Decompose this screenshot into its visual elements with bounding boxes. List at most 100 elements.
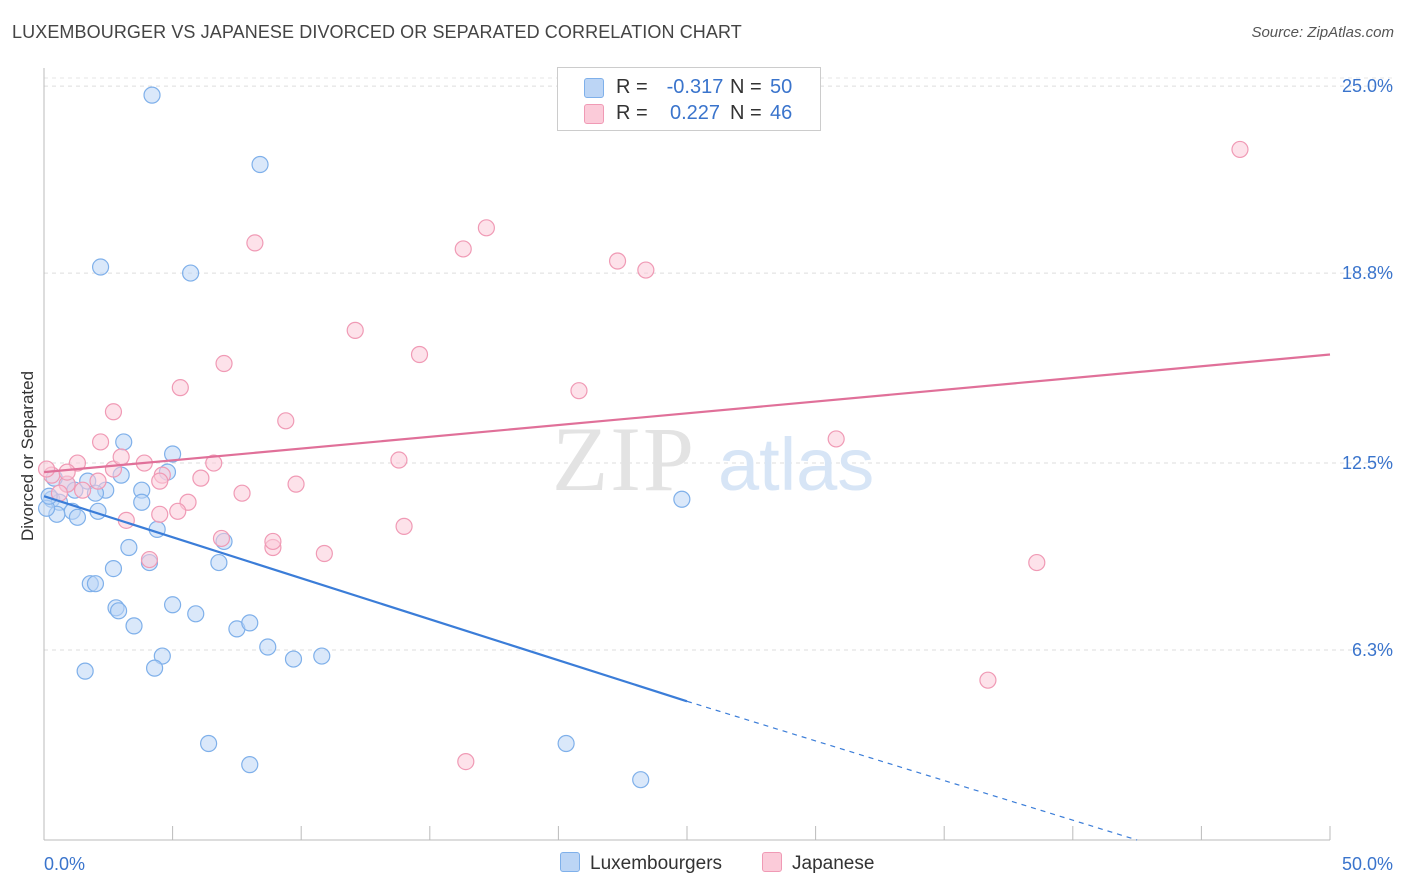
source-label: Source: ZipAtlas.com [1251, 24, 1394, 41]
point-japanese [346, 321, 364, 339]
point-luxembourgers [133, 493, 151, 511]
y-tick-labels: 6.3% 12.5% 18.8% 25.0% [1342, 76, 1393, 660]
point-japanese [457, 752, 475, 771]
legend-r-value-japanese: 0.227 [669, 102, 721, 124]
point-luxembourgers [557, 734, 575, 753]
bottom-legend-swatch-luxembourgers [560, 852, 580, 872]
point-luxembourgers [241, 756, 259, 774]
point-japanese [287, 475, 305, 493]
point-japanese [233, 484, 251, 502]
point-japanese [151, 505, 169, 523]
point-luxembourgers [104, 559, 123, 578]
bottom-legend-luxembourgers: Luxembourgers [560, 852, 722, 875]
point-japanese [91, 433, 110, 451]
point-japanese [205, 454, 223, 472]
y-tick-label: 6.3% [1352, 640, 1393, 660]
point-japanese [58, 463, 76, 481]
point-luxembourgers [187, 605, 205, 623]
legend-swatch-luxembourgers [584, 78, 604, 98]
x-tick-label-min: 0.0% [44, 854, 85, 874]
watermark-zip: ZIP [552, 408, 696, 510]
point-japanese [979, 671, 997, 689]
point-luxembourgers [313, 647, 331, 665]
point-japanese [169, 502, 187, 520]
point-luxembourgers [182, 264, 200, 282]
point-japanese [570, 382, 588, 400]
point-luxembourgers [86, 575, 105, 593]
legend-n-value-japanese: 46 [770, 102, 793, 124]
point-japanese [73, 481, 92, 499]
point-luxembourgers [125, 617, 143, 635]
point-japanese [212, 529, 231, 548]
point-luxembourgers [153, 647, 171, 665]
point-japanese [104, 403, 123, 421]
point-luxembourgers [164, 445, 182, 463]
point-japanese [1231, 140, 1249, 159]
point-japanese [192, 469, 210, 487]
point-japanese [454, 240, 472, 258]
point-luxembourgers [145, 659, 164, 677]
point-luxembourgers [259, 638, 277, 656]
point-luxembourgers [143, 86, 161, 104]
legend-swatch-japanese [584, 104, 604, 124]
point-luxembourgers [76, 662, 94, 680]
x-tick-label-max: 50.0% [1342, 854, 1393, 874]
legend-n-label: N = [730, 102, 762, 124]
y-tick-label: 12.5% [1342, 453, 1393, 473]
point-luxembourgers [632, 771, 650, 789]
point-japanese [608, 252, 627, 270]
bottom-legend-japanese: Japanese [762, 852, 874, 875]
point-luxembourgers [241, 614, 259, 632]
point-japanese [1028, 553, 1046, 572]
grid-lines [44, 77, 1393, 651]
point-japanese [410, 345, 429, 364]
trend-line-extension-luxembourgers [686, 700, 1138, 841]
watermark-atlas: atlas [718, 423, 874, 506]
point-luxembourgers [164, 596, 182, 614]
point-japanese [390, 451, 408, 469]
point-luxembourgers [673, 490, 691, 508]
point-luxembourgers [284, 650, 303, 668]
point-japanese [37, 460, 56, 478]
point-japanese [277, 412, 295, 430]
series-luxembourgers-points [37, 86, 691, 789]
point-japanese [112, 448, 130, 466]
point-luxembourgers [68, 508, 87, 526]
legend-n-label: N = [730, 76, 762, 98]
point-japanese [315, 544, 333, 563]
y-tick-label: 18.8% [1342, 263, 1393, 283]
legend-r-value-luxembourgers: -0.317 [666, 76, 724, 98]
watermark: ZIP atlas [552, 408, 874, 510]
point-japanese [215, 354, 233, 373]
point-luxembourgers [115, 433, 133, 451]
point-luxembourgers [200, 734, 218, 753]
bottom-legend-label-luxembourgers: Luxembourgers [590, 853, 723, 874]
series-japanese-points [37, 140, 1249, 771]
point-japanese [477, 219, 495, 237]
point-japanese [827, 430, 845, 448]
trend-line-japanese [43, 353, 1331, 474]
point-luxembourgers [120, 538, 138, 557]
chart-title: LUXEMBOURGER VS JAPANESE DIVORCED OR SEP… [12, 22, 742, 42]
point-japanese [151, 472, 169, 490]
point-japanese [395, 517, 413, 535]
point-japanese [140, 550, 159, 569]
legend-r-label: R = [616, 102, 648, 124]
point-japanese [246, 234, 264, 252]
x-axis-ticks [43, 826, 1331, 840]
trend-lines [43, 353, 1331, 841]
trend-line-luxembourgers [43, 495, 688, 703]
y-tick-label: 25.0% [1342, 76, 1393, 96]
point-japanese [264, 532, 282, 551]
point-luxembourgers [210, 553, 228, 572]
bottom-legend-swatch-japanese [762, 852, 782, 872]
point-japanese [89, 472, 107, 490]
point-japanese [637, 261, 655, 279]
legend-box: R = -0.317 N = 50 R = 0.227 N = 46 [557, 67, 821, 131]
point-luxembourgers [251, 155, 269, 174]
legend-n-value-luxembourgers: 50 [770, 76, 793, 98]
point-japanese [171, 379, 189, 397]
legend-r-label: R = [616, 76, 648, 98]
point-luxembourgers [91, 258, 110, 276]
